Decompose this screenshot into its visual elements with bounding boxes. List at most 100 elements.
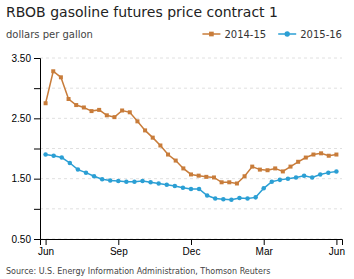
tick-label: 3.50 [12, 53, 32, 64]
grid-line [40, 208, 342, 209]
point [100, 177, 105, 182]
point [151, 136, 155, 140]
point [84, 170, 89, 175]
point [174, 159, 178, 163]
point [173, 184, 178, 189]
point [237, 196, 242, 201]
point [181, 185, 186, 190]
point [281, 169, 285, 173]
point [253, 195, 258, 200]
point [304, 156, 308, 160]
annotation: Source: U.S. Energy Information Administ… [6, 267, 270, 276]
point [82, 105, 86, 109]
grid-line [40, 118, 342, 119]
point [51, 69, 55, 73]
point [213, 196, 218, 201]
point [212, 175, 216, 179]
point [59, 155, 64, 160]
axis-title: dollars per gallon [6, 29, 93, 40]
point [132, 179, 137, 184]
point [205, 193, 210, 198]
point [220, 180, 224, 184]
tick: 2.50 [12, 113, 40, 124]
tick [34, 88, 40, 89]
series-line [46, 155, 337, 200]
point [116, 179, 121, 184]
legend: 2014-15 2015-16 [202, 29, 342, 40]
point [319, 151, 323, 155]
point [97, 108, 101, 112]
point [261, 186, 266, 191]
legend-label: 2014-15 [224, 29, 266, 40]
point [67, 97, 71, 101]
axis-line [41, 240, 343, 246]
point [76, 167, 81, 172]
title: RBOB gasoline futures price contract 1 [6, 4, 278, 20]
point [278, 178, 283, 183]
tick: 0.50 [12, 234, 40, 245]
point [334, 153, 338, 157]
point [43, 152, 48, 157]
tick-mark [118, 239, 119, 245]
point [128, 110, 132, 114]
tick: Jun [38, 239, 54, 257]
point [90, 109, 94, 113]
point [270, 179, 275, 184]
tick-mark [191, 239, 192, 245]
point [311, 153, 315, 157]
point [243, 174, 247, 178]
point [229, 198, 234, 203]
point [318, 172, 323, 177]
tick-label: Jun [329, 246, 345, 257]
point [189, 187, 194, 192]
point [221, 197, 226, 202]
legend-marker [285, 31, 290, 36]
point [273, 166, 277, 170]
point [204, 175, 208, 179]
point [334, 169, 339, 174]
tick-mark [34, 118, 40, 119]
legend-label: 2015-16 [300, 29, 342, 40]
point [235, 181, 239, 185]
point [165, 182, 170, 187]
point [148, 180, 153, 185]
point [105, 113, 109, 117]
point [120, 108, 124, 112]
point [288, 165, 292, 169]
point [326, 170, 331, 175]
grid-line [40, 148, 342, 149]
tick [34, 209, 40, 210]
chart: JunSepDecMarJun0.501.502.503.50RBOB gaso… [0, 0, 354, 279]
legend-item: 2014-15 [202, 29, 266, 40]
axis: 0.50 1.50 2.50 3.50 [12, 53, 41, 245]
tick-label: Dec [183, 246, 201, 257]
point [310, 175, 315, 180]
tick-mark [34, 58, 40, 59]
point [245, 196, 250, 201]
point [181, 166, 185, 170]
point [92, 174, 97, 179]
point [59, 75, 63, 79]
tick: Sep [110, 239, 128, 257]
tick: Dec [183, 239, 201, 257]
tick-mark [34, 88, 40, 89]
point [158, 143, 162, 147]
tick: 3.50 [12, 53, 40, 64]
tick: Mar [256, 239, 274, 257]
point [135, 119, 139, 123]
axis: Jun Sep Dec Mar Jun [38, 239, 345, 257]
point [296, 160, 300, 164]
tick-label: Mar [256, 246, 274, 257]
tick-label: 2.50 [12, 113, 32, 124]
point [294, 175, 299, 180]
legend-marker [209, 32, 214, 37]
legend-item: 2015-16 [278, 29, 342, 40]
tick-mark [34, 179, 40, 180]
tick [34, 149, 40, 150]
point [74, 103, 78, 107]
point [140, 179, 145, 184]
point [197, 174, 201, 178]
point [68, 161, 73, 166]
point [302, 173, 307, 178]
tick: 1.50 [12, 173, 40, 184]
